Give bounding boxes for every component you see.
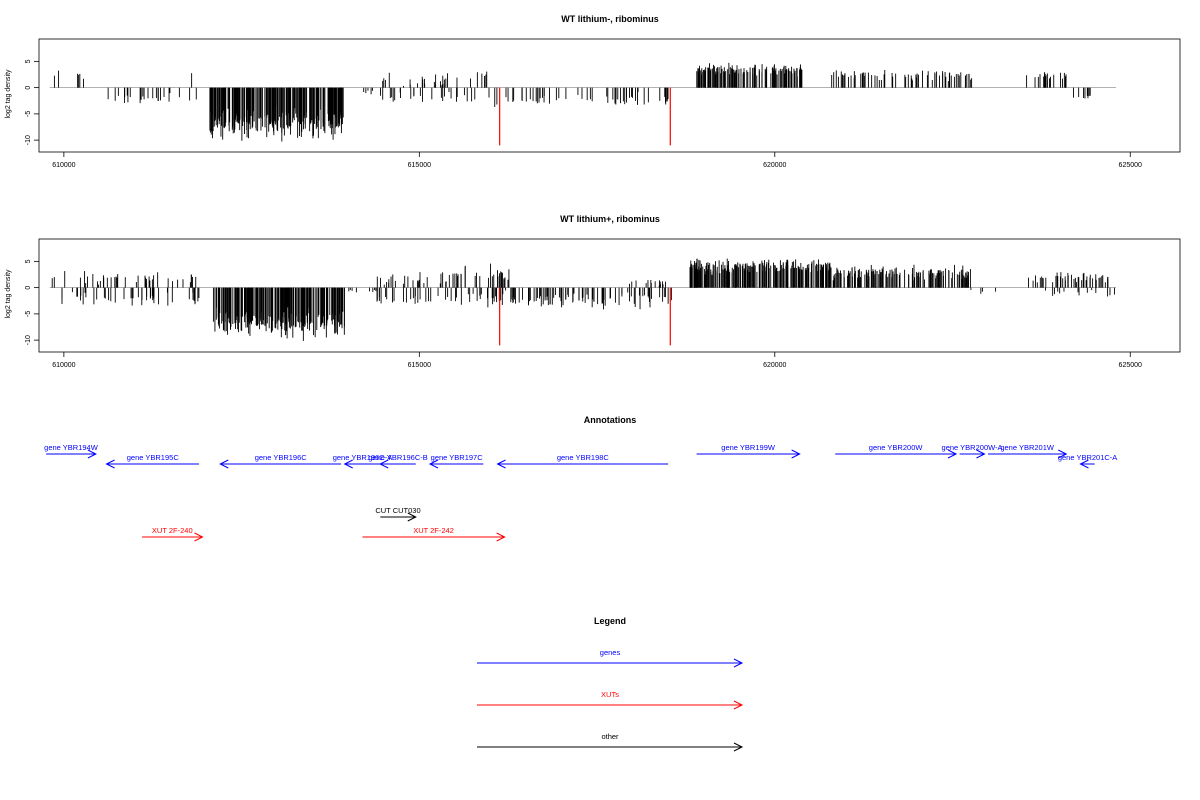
x-axis: 610000 615000 620000 625000: [52, 352, 1142, 369]
arrow-head: [733, 658, 744, 668]
arrow-head: [194, 532, 204, 542]
x-tick-label: 625000: [1119, 162, 1142, 169]
legend-items: genes XUTs other: [477, 648, 744, 752]
y-tick-label: 5: [25, 259, 32, 263]
y-tick-label: 0: [25, 86, 32, 90]
legend-item: genes: [477, 648, 744, 668]
feature-arrow: XUT 2F-240: [142, 526, 204, 542]
feature-label: gene YBR199W: [721, 443, 776, 452]
feature-arrow: gene YBR201W: [988, 443, 1068, 459]
feature-arrow: gene YBR195C: [105, 453, 199, 469]
coverage-bars: [51, 258, 1115, 341]
feature-arrow: gene YBR198C: [496, 453, 669, 469]
y-tick-label: -10: [25, 335, 32, 345]
feature-label: gene YBR195C: [127, 453, 180, 462]
arrow-head: [1058, 449, 1068, 459]
marker-lines: [499, 287, 671, 346]
feature-arrow: CUT CUT030: [375, 506, 421, 522]
arrow-head: [219, 459, 229, 469]
feature-label: gene YBR196C-A: [333, 453, 392, 462]
x-tick-label: 615000: [408, 162, 431, 169]
y-tick-label: -5: [25, 311, 32, 317]
feature-label: XUT 2F-242: [413, 526, 454, 535]
plot-frame: [38, 38, 1181, 153]
feature-label: CUT CUT030: [375, 506, 420, 515]
feature-label: gene YBR201C-A: [1058, 453, 1117, 462]
arrow-head: [733, 700, 744, 710]
feature-label: gene YBR200W-A: [942, 443, 1003, 452]
feature-arrow: XUT 2F-242: [362, 526, 506, 542]
legend-label: XUTs: [601, 690, 619, 699]
feature-label: gene YBR197C: [431, 453, 484, 462]
arrow-head: [1079, 459, 1089, 469]
y-axis-label: log2 tag density: [5, 69, 12, 119]
x-tick-label: 610000: [52, 162, 75, 169]
arrow-head: [791, 449, 801, 459]
y-axis: -10 -5 0 5: [25, 259, 39, 345]
feature-label: gene YBR198C: [557, 453, 610, 462]
feature-arrows: gene YBR194W gene YBR195C gene YBR196C gene…: [44, 443, 1117, 542]
coverage-panel-lithium-minus: WT lithium-, ribominus log2 tag density …: [5, 14, 1181, 169]
legend-label: genes: [600, 648, 621, 657]
annotations-title: Annotations: [584, 415, 637, 425]
y-axis: -10 -5 0 5: [25, 59, 39, 145]
arrow-head: [947, 449, 958, 459]
feature-arrow: gene YBR194W: [44, 443, 99, 459]
y-tick-label: -5: [25, 111, 32, 117]
legend-title: Legend: [594, 616, 626, 626]
x-tick-label: 620000: [763, 162, 786, 169]
x-tick-label: 620000: [763, 362, 786, 369]
feature-arrow: gene YBR196C-A: [333, 453, 392, 469]
y-axis-label: log2 tag density: [5, 269, 12, 319]
plot-frame: [38, 238, 1181, 353]
marker-lines: [499, 87, 671, 146]
arrow-head: [407, 512, 417, 522]
x-tick-label: 610000: [52, 362, 75, 369]
arrow-head: [343, 459, 353, 469]
coverage-bars: [53, 62, 1091, 142]
feature-label: gene YBR196C-B: [368, 453, 427, 462]
feature-arrow: gene YBR197C: [428, 453, 484, 469]
arrow-head: [105, 459, 115, 469]
x-tick-label: 615000: [408, 362, 431, 369]
arrow-head: [87, 449, 97, 459]
feature-label: gene YBR196C: [255, 453, 308, 462]
x-axis: 610000 615000 620000 625000: [52, 152, 1142, 169]
feature-arrow: gene YBR200W-A: [942, 443, 1003, 459]
arrow-head: [976, 449, 986, 459]
legend-item: other: [477, 732, 744, 752]
feature-arrow: gene YBR201C-A: [1058, 453, 1117, 469]
panel-title: WT lithium+, ribominus: [560, 214, 660, 224]
feature-arrow: gene YBR196C: [219, 453, 342, 469]
legend-label: other: [601, 732, 619, 741]
feature-arrow: gene YBR196C-B: [368, 453, 428, 469]
feature-label: XUT 2F-240: [152, 526, 193, 535]
feature-arrow: gene YBR200W: [835, 443, 958, 459]
arrow-head: [428, 459, 439, 469]
arrow-head: [496, 532, 506, 542]
legend-item: XUTs: [477, 690, 744, 710]
y-tick-label: 0: [25, 286, 32, 290]
legend: Legend genes XUTs other: [477, 616, 744, 752]
feature-arrow: gene YBR199W: [696, 443, 801, 459]
arrow-head: [496, 459, 506, 469]
feature-label: gene YBR201W: [1000, 443, 1055, 452]
y-tick-label: 5: [25, 59, 32, 63]
y-tick-label: -10: [25, 135, 32, 145]
arrow-head: [733, 742, 744, 752]
x-tick-label: 625000: [1119, 362, 1142, 369]
panel-title: WT lithium-, ribominus: [561, 14, 659, 24]
feature-label: gene YBR200W: [869, 443, 924, 452]
arrow-head: [379, 459, 389, 469]
coverage-panel-lithium-plus: WT lithium+, ribominus log2 tag density …: [5, 214, 1181, 369]
feature-label: gene YBR194W: [44, 443, 99, 452]
